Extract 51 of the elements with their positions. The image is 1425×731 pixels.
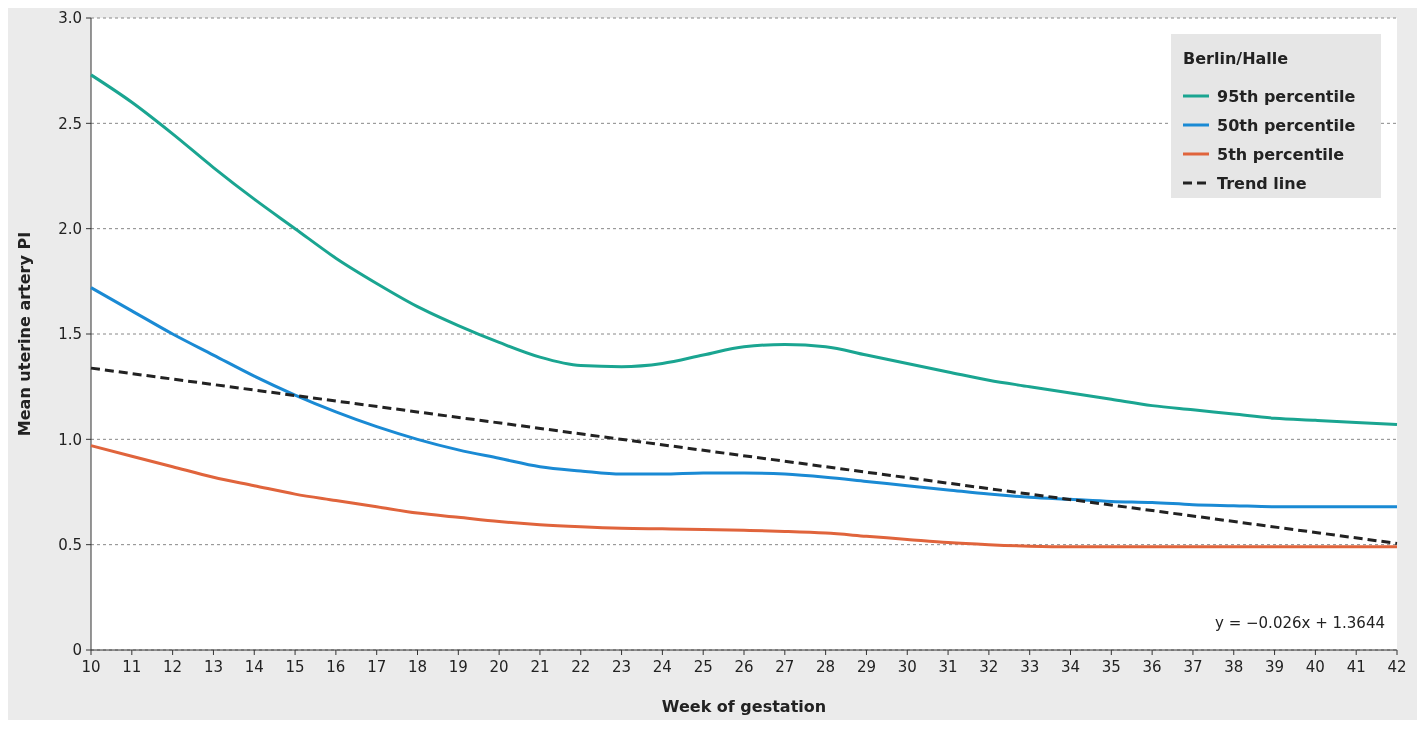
x-tick-label: 24 <box>652 658 672 676</box>
x-tick-label: 21 <box>530 658 550 676</box>
x-tick-label: 40 <box>1305 658 1325 676</box>
x-tick-label: 26 <box>734 658 754 676</box>
y-tick-label: 2.5 <box>58 114 82 133</box>
x-tick-label: 14 <box>244 658 264 676</box>
x-tick-label: 39 <box>1265 658 1285 676</box>
legend-title: Berlin/Halle <box>1183 49 1289 68</box>
y-tick-label: 0.5 <box>58 535 82 554</box>
x-tick-label: 17 <box>367 658 387 676</box>
y-tick-label: 0 <box>72 641 82 660</box>
x-tick-label: 38 <box>1224 658 1244 676</box>
line-series <box>89 73 1399 427</box>
x-tick-label: 18 <box>407 658 428 676</box>
x-tick-label: 32 <box>979 658 999 676</box>
x-tick-label: 16 <box>326 658 346 676</box>
y-tick-label: 1.5 <box>58 325 82 344</box>
x-tick-label: 35 <box>1101 658 1121 676</box>
x-tick-label: 34 <box>1060 658 1081 676</box>
x-tick-label: 20 <box>489 658 509 676</box>
x-tick-label: 29 <box>856 658 876 676</box>
x-tick-label: 33 <box>1020 658 1040 676</box>
y-tick-label: 1.0 <box>58 430 82 449</box>
line-series <box>89 286 1399 509</box>
y-tick-label: 3.0 <box>58 9 82 28</box>
x-tick-label: 36 <box>1142 658 1162 676</box>
x-tick-label: 10 <box>81 658 101 676</box>
annotation: y = −0.026x + 1.3644 <box>1215 614 1385 632</box>
x-tick-label: 25 <box>693 658 713 676</box>
x-tick-label: 12 <box>163 658 183 676</box>
x-tick-label: 22 <box>571 658 591 676</box>
legend-label: 5th percentile <box>1217 144 1345 164</box>
x-axis-title: Week of gestation <box>661 697 827 716</box>
x-tick-label: 11 <box>122 658 142 676</box>
line-series <box>89 444 1399 549</box>
y-axis-title: Mean uterine artery PI <box>15 231 34 437</box>
x-tick-label: 31 <box>938 658 958 676</box>
x-tick-label: 28 <box>816 658 836 676</box>
x-tick-label: 19 <box>448 658 468 676</box>
x-tick-label: 15 <box>285 658 305 676</box>
x-tick-label: 41 <box>1346 658 1366 676</box>
x-tick-label: 30 <box>897 658 917 676</box>
x-tick-label: 42 <box>1387 658 1407 676</box>
x-tick-label: 37 <box>1183 658 1203 676</box>
legend-label: 50th percentile <box>1217 115 1356 135</box>
x-tick-label: 27 <box>775 658 795 676</box>
x-tick-label: 23 <box>612 658 632 676</box>
legend-label: 95th percentile <box>1217 86 1356 106</box>
x-tick-label: 13 <box>203 658 223 676</box>
legend-label: Trend line <box>1217 173 1307 193</box>
y-tick-label: 2.0 <box>58 219 82 238</box>
